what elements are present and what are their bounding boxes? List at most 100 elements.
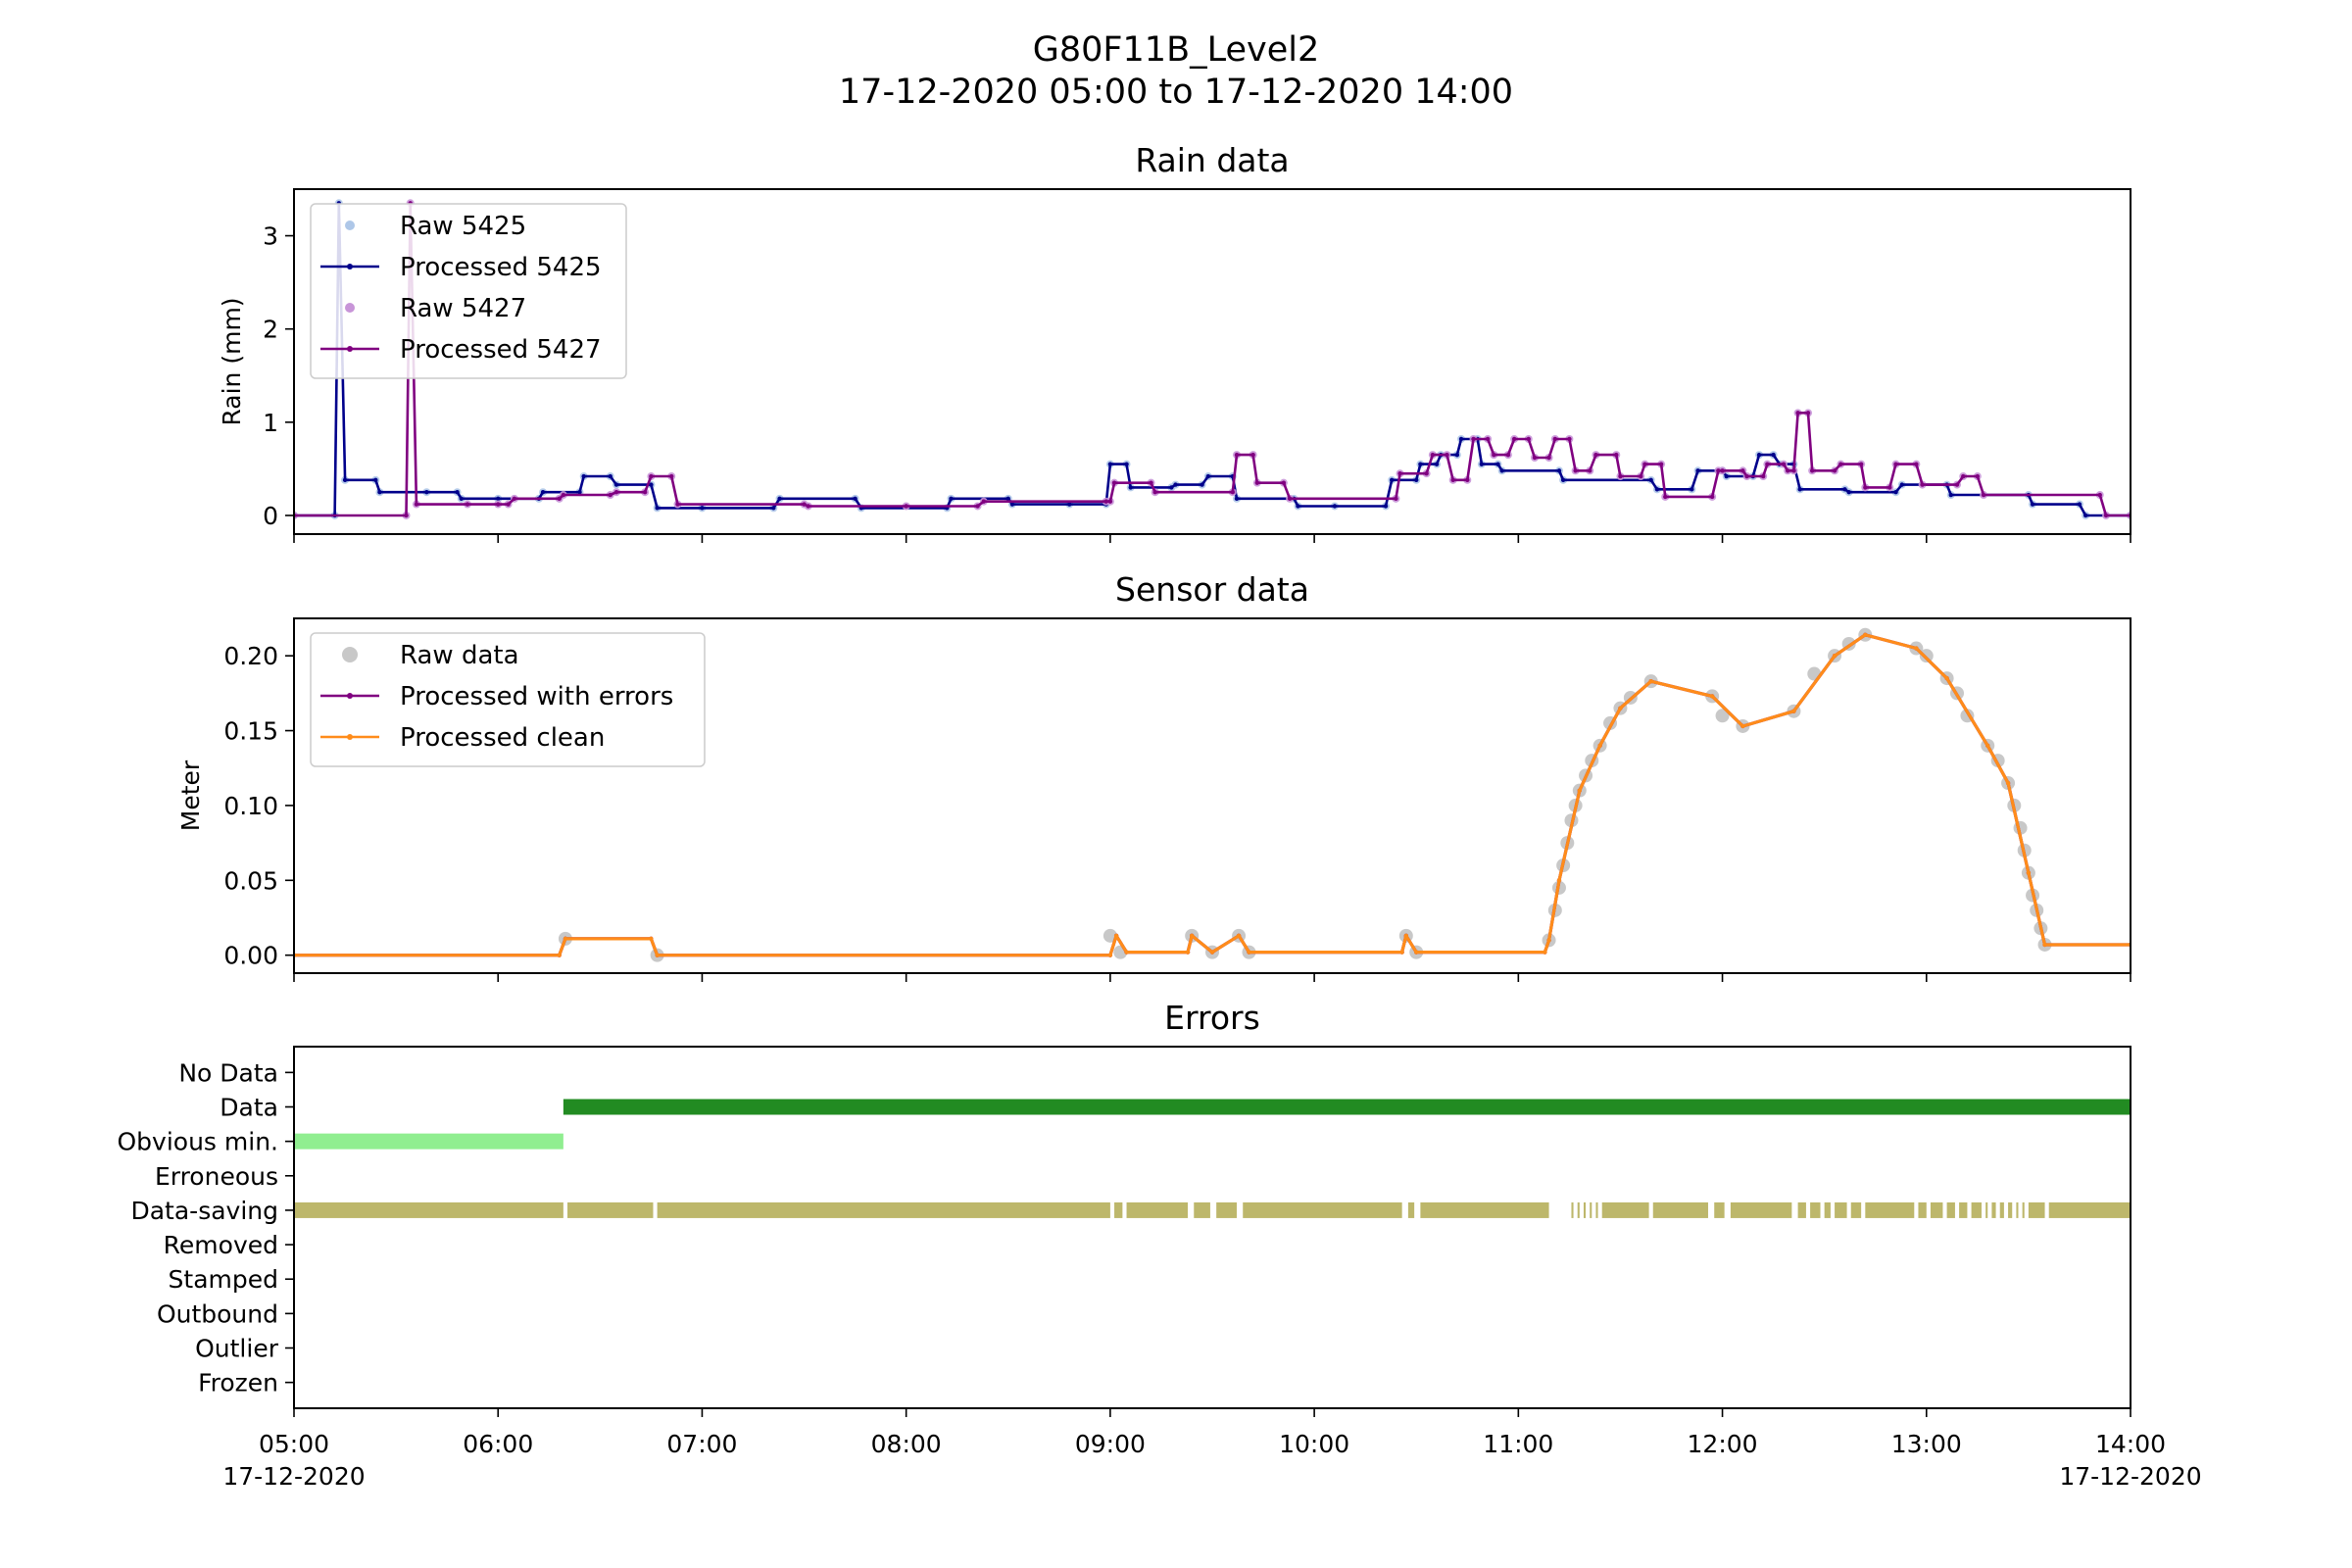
data-point xyxy=(1838,462,1843,466)
data-point xyxy=(655,506,660,511)
legend: Raw data Processed with errors Processed c… xyxy=(310,632,706,767)
data-point xyxy=(1944,675,1949,681)
data-point xyxy=(1526,436,1531,442)
data-point xyxy=(1397,470,1402,476)
y-tick-label: No Data xyxy=(178,1058,278,1087)
data-point xyxy=(1724,473,1729,479)
legend-marker xyxy=(347,734,353,740)
data-point xyxy=(1981,492,1986,498)
bar-segment xyxy=(2048,1201,2131,1218)
data-point xyxy=(1720,468,1725,473)
legend-marker xyxy=(347,693,353,699)
data-point xyxy=(1791,709,1796,713)
bar-segment xyxy=(1114,1201,1123,1218)
data-point xyxy=(1124,462,1129,466)
data-point xyxy=(1499,468,1504,473)
data-point xyxy=(608,473,612,479)
data-point xyxy=(2026,870,2032,875)
x-tick-label: 06:00 xyxy=(463,1430,533,1458)
bar-segment xyxy=(294,1201,564,1218)
data-point xyxy=(1546,938,1551,943)
bar-obvious-min- xyxy=(294,1133,564,1150)
data-point xyxy=(1107,499,1113,504)
y-tick-label: Stamped xyxy=(169,1265,278,1294)
data-point xyxy=(1832,653,1838,659)
data-point xyxy=(1495,462,1500,466)
data-point xyxy=(1532,455,1538,461)
bar-segment xyxy=(1583,1201,1587,1218)
data-point xyxy=(1505,452,1511,458)
data-point xyxy=(1887,485,1892,490)
data-point xyxy=(1247,950,1251,955)
data-point xyxy=(1152,489,1157,495)
data-point xyxy=(1450,477,1455,483)
data-point xyxy=(2077,502,2082,507)
data-point xyxy=(904,504,908,509)
data-point xyxy=(1296,504,1300,509)
y-axis-label: Rain (mm) xyxy=(218,297,246,425)
data-point xyxy=(1287,496,1293,502)
bar-segment xyxy=(567,1201,654,1218)
data-point xyxy=(1234,496,1240,502)
data-point xyxy=(1430,452,1436,458)
legend-box xyxy=(310,203,627,379)
data-point xyxy=(1740,468,1745,473)
data-point xyxy=(1394,496,1398,502)
data-point xyxy=(700,506,705,511)
bar-segment xyxy=(1571,1201,1574,1218)
legend-item: Raw data xyxy=(342,641,519,670)
data-point xyxy=(1761,473,1766,479)
bar-segment xyxy=(1601,1201,1649,1218)
data-point xyxy=(1281,480,1287,485)
x-tick-date: 17-12-2020 xyxy=(2059,1462,2201,1491)
bar-segment xyxy=(1959,1201,1968,1218)
data-point xyxy=(2005,780,2011,786)
data-point xyxy=(1618,706,1623,710)
bar-segment xyxy=(1407,1201,1415,1218)
y-tick-label: 1 xyxy=(263,409,278,437)
data-point xyxy=(581,473,586,479)
bar-segment xyxy=(563,1099,2132,1115)
data-point xyxy=(1597,743,1602,749)
y-tick-label: Outlier xyxy=(195,1335,279,1363)
data-point xyxy=(1948,492,1953,498)
data-point xyxy=(1914,646,1919,651)
legend-box xyxy=(310,632,706,767)
bar-segment xyxy=(1999,1201,2004,1218)
data-point xyxy=(1785,468,1790,473)
data-point xyxy=(2097,492,2102,498)
y-tick-label: 0.00 xyxy=(223,942,278,970)
legend-item: Processed 5427 xyxy=(320,335,602,365)
bar-segment xyxy=(1243,1201,1402,1218)
data-point xyxy=(777,496,782,502)
legend-item: Raw 5425 xyxy=(345,212,526,241)
data-point xyxy=(981,499,986,504)
bar-segment xyxy=(1985,1201,1988,1218)
data-point xyxy=(1593,452,1598,458)
bar-segment xyxy=(1971,1201,1982,1218)
data-point xyxy=(1832,468,1838,473)
x-tick-label: 14:00 xyxy=(2095,1430,2166,1458)
bar-segment xyxy=(1194,1201,1210,1218)
data-point xyxy=(649,482,654,487)
series-raw-data xyxy=(558,627,2052,962)
y-tick-label: Erroneous xyxy=(155,1162,278,1191)
bar-segment xyxy=(2008,1201,2013,1218)
y-tick-label: 0.05 xyxy=(223,866,278,895)
data-point xyxy=(1383,504,1389,509)
data-point xyxy=(1414,950,1419,955)
data-point xyxy=(1709,494,1715,500)
bar-segment xyxy=(1126,1201,1189,1218)
x-tick-label: 13:00 xyxy=(1891,1430,1962,1458)
bar-segment xyxy=(1835,1201,1847,1218)
bar-data-saving xyxy=(294,1201,2131,1218)
data-point xyxy=(496,502,501,507)
data-point xyxy=(1744,473,1749,479)
data-point xyxy=(1954,482,1960,487)
data-point xyxy=(1781,462,1787,466)
y-tick-label: Data xyxy=(220,1094,278,1122)
data-point xyxy=(342,477,348,483)
data-point xyxy=(1390,477,1395,483)
bar-segment xyxy=(1420,1201,1549,1218)
legend-label: Raw 5427 xyxy=(400,294,526,323)
